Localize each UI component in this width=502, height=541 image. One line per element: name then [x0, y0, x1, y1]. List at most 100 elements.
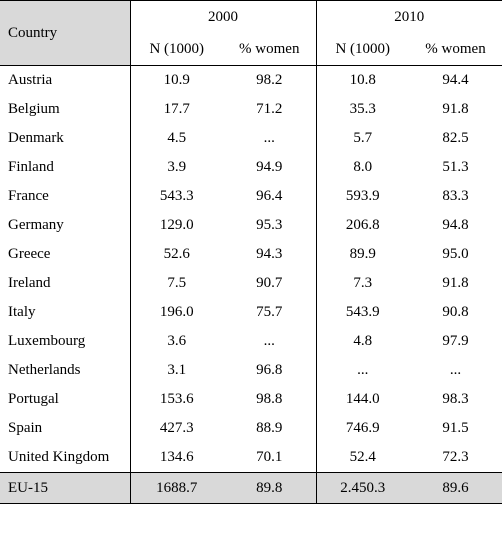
cell-n2010: 89.9: [316, 240, 409, 269]
cell-n2010: 746.9: [316, 414, 409, 443]
cell-w2010: 51.3: [409, 153, 502, 182]
cell-w2010: 98.3: [409, 385, 502, 414]
cell-n2010: 35.3: [316, 95, 409, 124]
cell-w2000: 96.4: [223, 182, 316, 211]
cell-n2000: 4.5: [130, 124, 223, 153]
cell-n2000: 10.9: [130, 66, 223, 96]
table-row: Germany129.095.3206.894.8: [0, 211, 502, 240]
cell-n2000: 196.0: [130, 298, 223, 327]
cell-w2000: 71.2: [223, 95, 316, 124]
cell-n2010: 5.7: [316, 124, 409, 153]
cell-w2010: 82.5: [409, 124, 502, 153]
cell-n2010: 10.8: [316, 66, 409, 96]
header-year-2010: 2010: [316, 1, 502, 34]
cell-n2010: 206.8: [316, 211, 409, 240]
cell-w2000: 98.8: [223, 385, 316, 414]
cell-n2000: 3.6: [130, 327, 223, 356]
table-row: Portugal153.698.8144.098.3: [0, 385, 502, 414]
cell-w2010: 83.3: [409, 182, 502, 211]
table-row: Austria10.998.210.894.4: [0, 66, 502, 96]
cell-country: Germany: [0, 211, 130, 240]
cell-n2000: 543.3: [130, 182, 223, 211]
cell-w2000: 89.8: [223, 473, 316, 504]
cell-country: Netherlands: [0, 356, 130, 385]
cell-n2000: 17.7: [130, 95, 223, 124]
cell-n2010: 593.9: [316, 182, 409, 211]
cell-n2000: 7.5: [130, 269, 223, 298]
cell-n2000: 52.6: [130, 240, 223, 269]
header-n-2010: N (1000): [316, 33, 409, 66]
header-country: Country: [0, 1, 130, 66]
cell-country: Belgium: [0, 95, 130, 124]
table-row: Finland3.994.98.051.3: [0, 153, 502, 182]
cell-w2010: ...: [409, 356, 502, 385]
header-pct-2000: % women: [223, 33, 316, 66]
cell-n2000: 153.6: [130, 385, 223, 414]
cell-w2010: 72.3: [409, 443, 502, 473]
cell-country: Denmark: [0, 124, 130, 153]
header-year-2000: 2000: [130, 1, 316, 34]
table-row: Ireland7.590.77.391.8: [0, 269, 502, 298]
cell-w2000: 94.3: [223, 240, 316, 269]
cell-country: France: [0, 182, 130, 211]
cell-w2000: 70.1: [223, 443, 316, 473]
cell-country: Luxembourg: [0, 327, 130, 356]
cell-w2000: 94.9: [223, 153, 316, 182]
cell-n2000: 129.0: [130, 211, 223, 240]
table-container: Country 2000 2010 N (1000) % women N (10…: [0, 0, 502, 504]
cell-w2000: 75.7: [223, 298, 316, 327]
cell-w2010: 91.8: [409, 269, 502, 298]
cell-country: Ireland: [0, 269, 130, 298]
cell-w2000: 90.7: [223, 269, 316, 298]
cell-country: Portugal: [0, 385, 130, 414]
header-pct-2010: % women: [409, 33, 502, 66]
cell-w2010: 95.0: [409, 240, 502, 269]
cell-n2010: ...: [316, 356, 409, 385]
table-footer-row: EU-151688.789.82.450.389.6: [0, 473, 502, 504]
data-table: Country 2000 2010 N (1000) % women N (10…: [0, 0, 502, 504]
cell-country: Austria: [0, 66, 130, 96]
table-row: Belgium17.771.235.391.8: [0, 95, 502, 124]
table-row: Netherlands3.196.8......: [0, 356, 502, 385]
cell-n2000: 427.3: [130, 414, 223, 443]
header-n-2000: N (1000): [130, 33, 223, 66]
cell-country: Italy: [0, 298, 130, 327]
cell-n2000: 1688.7: [130, 473, 223, 504]
table-row: France543.396.4593.983.3: [0, 182, 502, 211]
cell-country: Finland: [0, 153, 130, 182]
cell-w2000: 98.2: [223, 66, 316, 96]
cell-w2010: 89.6: [409, 473, 502, 504]
cell-n2010: 2.450.3: [316, 473, 409, 504]
cell-n2000: 3.9: [130, 153, 223, 182]
cell-w2010: 94.4: [409, 66, 502, 96]
cell-n2010: 4.8: [316, 327, 409, 356]
cell-w2010: 94.8: [409, 211, 502, 240]
table-row: Denmark4.5...5.782.5: [0, 124, 502, 153]
cell-country: Spain: [0, 414, 130, 443]
cell-n2010: 8.0: [316, 153, 409, 182]
cell-country: United Kingdom: [0, 443, 130, 473]
cell-w2000: 96.8: [223, 356, 316, 385]
cell-n2000: 134.6: [130, 443, 223, 473]
cell-n2010: 7.3: [316, 269, 409, 298]
cell-w2010: 97.9: [409, 327, 502, 356]
table-row: United Kingdom134.670.152.472.3: [0, 443, 502, 473]
cell-n2000: 3.1: [130, 356, 223, 385]
table-header: Country 2000 2010 N (1000) % women N (10…: [0, 1, 502, 66]
cell-w2000: ...: [223, 327, 316, 356]
table-body: Austria10.998.210.894.4 Belgium17.771.23…: [0, 66, 502, 504]
cell-n2010: 543.9: [316, 298, 409, 327]
cell-w2010: 90.8: [409, 298, 502, 327]
cell-w2000: 95.3: [223, 211, 316, 240]
cell-country: Greece: [0, 240, 130, 269]
table-row: Greece52.694.389.995.0: [0, 240, 502, 269]
cell-w2010: 91.8: [409, 95, 502, 124]
cell-country: EU-15: [0, 473, 130, 504]
cell-n2010: 144.0: [316, 385, 409, 414]
cell-w2010: 91.5: [409, 414, 502, 443]
table-row: Italy196.075.7543.990.8: [0, 298, 502, 327]
table-row: Luxembourg3.6...4.897.9: [0, 327, 502, 356]
table-row: Spain427.388.9746.991.5: [0, 414, 502, 443]
cell-w2000: ...: [223, 124, 316, 153]
cell-n2010: 52.4: [316, 443, 409, 473]
